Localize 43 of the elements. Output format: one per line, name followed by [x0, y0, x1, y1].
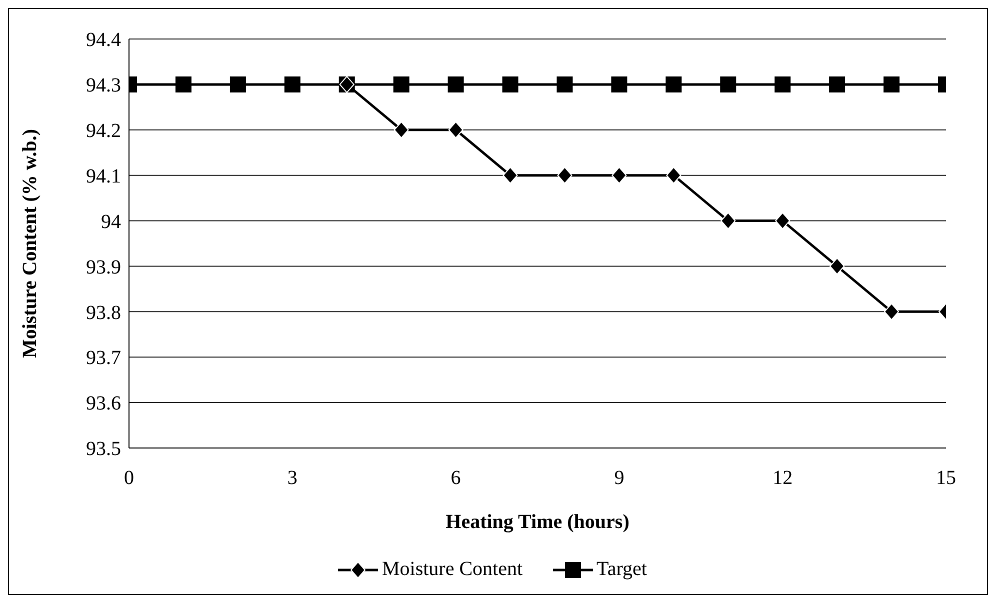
- point: [774, 76, 791, 92]
- x-tick-label: 6: [450, 467, 461, 490]
- point: [502, 76, 518, 92]
- point: [830, 258, 845, 275]
- point: [612, 166, 627, 184]
- point: [720, 76, 736, 92]
- y-tick-label: 93.5: [86, 438, 121, 460]
- point: [394, 121, 409, 138]
- point: [393, 76, 410, 92]
- y-tick-label: 94.2: [86, 120, 121, 142]
- point: [557, 166, 572, 184]
- y-tick-label: 93.8: [86, 302, 121, 324]
- x-tick-label: 15: [936, 467, 956, 490]
- legend-label: Moisture Content: [382, 558, 523, 581]
- point: [175, 76, 192, 92]
- point: [284, 76, 300, 92]
- y-tick-label: 93.6: [86, 392, 121, 415]
- y-axis-title: Moisture Content (% w.b.): [19, 128, 42, 358]
- point: [502, 166, 518, 184]
- point: [448, 76, 464, 92]
- y-tick-label: 93.7: [86, 347, 121, 370]
- point: [884, 303, 900, 320]
- point: [611, 76, 628, 92]
- y-tick-label: 94.1: [86, 165, 121, 188]
- point: [720, 212, 736, 230]
- x-axis-title: Heating Time (hours): [446, 511, 630, 533]
- point: [556, 76, 573, 92]
- point: [666, 166, 682, 184]
- x-tick-label: 12: [772, 467, 793, 490]
- y-tick-label: 94.4: [86, 29, 121, 52]
- y-tick-label: 94.3: [86, 74, 121, 97]
- y-tick-label: 93.9: [86, 256, 121, 278]
- point: [448, 121, 464, 138]
- point: [230, 76, 246, 92]
- x-tick-label: 9: [614, 467, 624, 490]
- y-tick-label: 94: [101, 210, 121, 233]
- x-tick-label: 3: [287, 467, 298, 490]
- point: [829, 76, 846, 92]
- point: [666, 76, 682, 92]
- x-tick-label: 0: [124, 467, 134, 490]
- legend-label: Target: [596, 558, 647, 581]
- point: [884, 76, 900, 92]
- point: [775, 212, 790, 230]
